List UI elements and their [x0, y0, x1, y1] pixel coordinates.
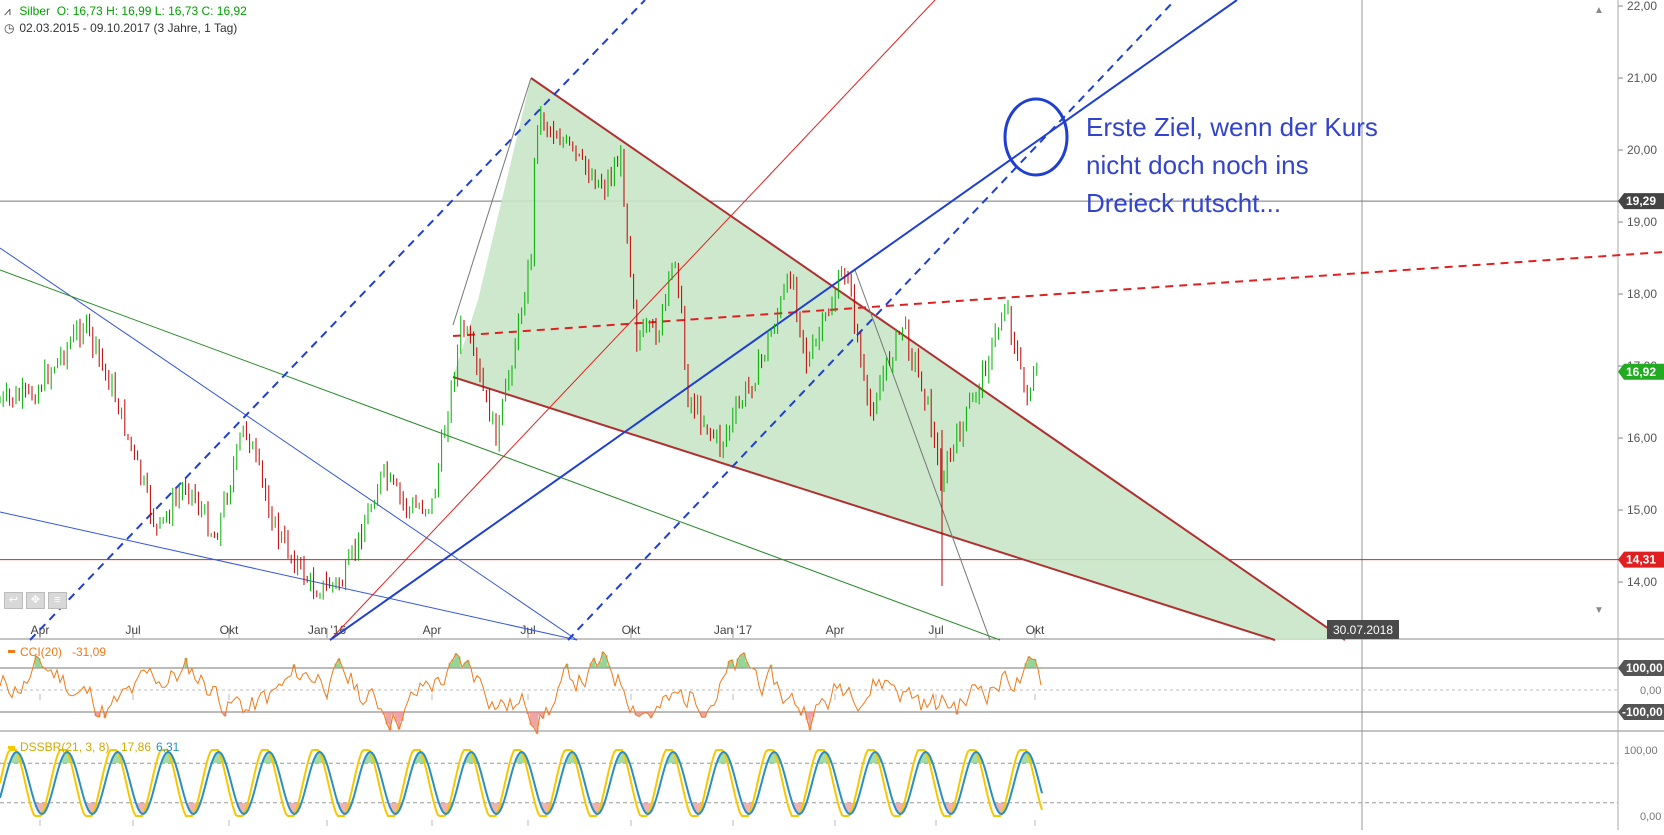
dss-legend-swatch	[8, 746, 15, 749]
symbol-header: ⩘ Silber O: 16,73 H: 16,99 L: 16,73 C: 1…	[4, 4, 247, 19]
dss-level-label: 100,00	[1624, 745, 1658, 757]
x-tick-label: Apr	[826, 623, 845, 637]
date-range[interactable]: 02.03.2015 - 09.10.2017 (3 Jahre, 1 Tag)	[19, 21, 238, 35]
annotation-circle	[1003, 97, 1069, 177]
y-tick-label: 14,00	[1627, 575, 1657, 589]
trendline-thin-blue	[0, 247, 578, 641]
y-tick-label: 21,00	[1627, 71, 1657, 85]
x-tick-label: Okt	[622, 623, 641, 637]
x-tick-label: Okt	[1026, 623, 1045, 637]
dss-title: DSSBR(21, 3, 8)	[20, 740, 109, 754]
mini-chart-icon: ⩘	[4, 4, 11, 18]
y-tick-label: 20,00	[1627, 143, 1657, 157]
price-marker-label: 19,29	[1626, 194, 1656, 208]
x-tick-label: Jul	[125, 623, 140, 637]
trendline-blue	[329, 0, 1238, 641]
date-marker-label: 30.07.2018	[1333, 623, 1393, 637]
dss-value: 17,86	[121, 740, 151, 754]
annotation-text: Erste Ziel, wenn der Kurs nicht doch noc…	[1086, 112, 1378, 218]
back-icon[interactable]: ↩	[4, 592, 23, 609]
move-icon[interactable]: ✥	[26, 592, 45, 609]
triangle-area	[453, 78, 1345, 640]
price-marker-label: 14,31	[1626, 553, 1656, 567]
dss-level-label: 0,00	[1640, 811, 1661, 823]
channel-blue-dashed	[29, 0, 646, 641]
y-tick-label: 22,00	[1627, 0, 1657, 13]
price-marker	[1618, 551, 1664, 568]
x-tick-label: Jul	[928, 623, 943, 637]
cci-value: -31,09	[72, 645, 106, 659]
price-marker	[1618, 193, 1664, 210]
cci-level-marker	[1618, 660, 1664, 676]
y-tick-label: 19,00	[1627, 215, 1657, 229]
cci-line	[0, 650, 1042, 736]
x-tick-label: Jul	[520, 623, 535, 637]
trendline-gray	[854, 269, 991, 641]
cci-title: CCI(20)	[20, 645, 62, 659]
dss-blue-line	[0, 750, 1043, 816]
ohlc-values: O: 16,73 H: 16,99 L: 16,73 C: 16,92	[56, 4, 247, 18]
triangle-left-edge	[452, 77, 532, 326]
dss-yellow-line	[0, 749, 1043, 817]
triangle-upper-edge	[530, 77, 1346, 641]
chart-nav-buttons: ↩ ✥ ≡	[4, 592, 67, 609]
cci-level-label: 100,00	[1626, 661, 1663, 675]
symbol-name[interactable]: Silber	[19, 4, 51, 18]
y-tick-label: 16,00	[1627, 431, 1657, 445]
trendline-red	[329, 0, 936, 641]
list-icon[interactable]: ≡	[48, 592, 67, 609]
cci-level-label: -100,00	[1622, 705, 1663, 719]
cci-level-label: 0,00	[1640, 685, 1661, 697]
cci-level-marker	[1618, 704, 1664, 720]
date-marker	[1327, 620, 1399, 639]
scroll-up-icon[interactable]: ▲	[1594, 5, 1604, 16]
scroll-down-icon[interactable]: ▼	[1594, 605, 1604, 616]
clock-icon: ◷	[4, 21, 15, 35]
triangle-lower-edge	[452, 376, 1276, 641]
x-tick-label: Jan '16	[308, 623, 347, 637]
trendline-thin-blue	[0, 511, 578, 641]
cci-legend-swatch	[8, 650, 15, 653]
channel-blue-dashed	[567, 0, 1176, 641]
x-tick-label: Apr	[423, 623, 442, 637]
price-marker	[1618, 363, 1664, 380]
x-tick-label: Okt	[220, 623, 239, 637]
x-tick-label: Jan '17	[714, 623, 753, 637]
price-marker-label: 16,92	[1626, 365, 1656, 379]
dss-value: 6,31	[156, 740, 180, 754]
trendline-green	[0, 269, 1001, 641]
trendline-red-dashed	[452, 251, 1664, 337]
range-header: ◷ 02.03.2015 - 09.10.2017 (3 Jahre, 1 Ta…	[4, 21, 237, 35]
y-tick-label: 18,00	[1627, 287, 1657, 301]
y-tick-label: 15,00	[1627, 503, 1657, 517]
